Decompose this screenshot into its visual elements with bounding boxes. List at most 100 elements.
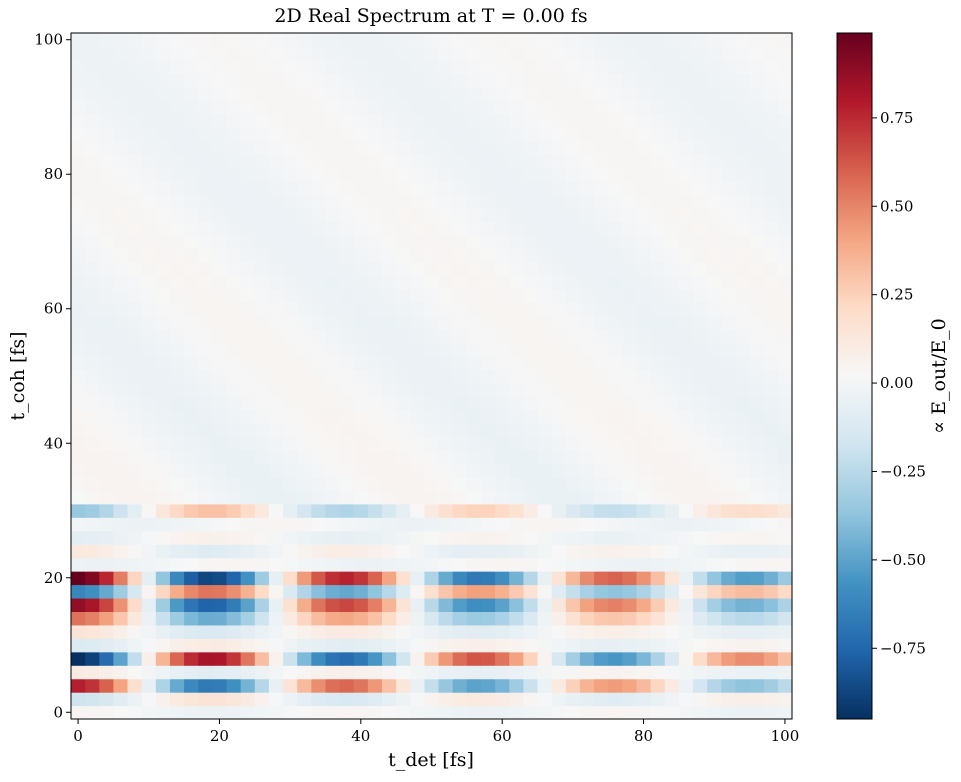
heatmap-cell — [664, 86, 680, 101]
heatmap-cell — [212, 544, 228, 559]
heatmap-cell — [212, 154, 228, 169]
heatmap-cell — [184, 557, 199, 572]
heatmap-cell — [240, 180, 256, 196]
heatmap-cell — [466, 288, 482, 303]
heatmap-cell — [339, 463, 355, 478]
heatmap-cell — [339, 275, 355, 290]
heatmap-cell — [141, 59, 157, 74]
heatmap-cell — [721, 503, 737, 518]
heatmap-cell — [311, 503, 327, 518]
heatmap-cell — [749, 665, 765, 680]
heatmap-cell — [297, 490, 312, 505]
plot-frame — [70, 32, 793, 720]
heatmap-cell — [749, 476, 765, 491]
heatmap-cell — [325, 557, 341, 572]
heatmap-cell — [721, 248, 737, 263]
heatmap-cell — [212, 530, 228, 545]
heatmap-cell — [693, 113, 708, 128]
heatmap-cell — [198, 355, 213, 370]
heatmap-cell — [184, 449, 199, 465]
heatmap-cell — [410, 234, 426, 249]
heatmap-cell — [735, 46, 751, 61]
heatmap-cell — [367, 436, 383, 451]
heatmap-cell — [594, 436, 609, 451]
heatmap-cell — [664, 180, 680, 196]
heatmap-cell — [749, 571, 765, 586]
y-tick-label: 60 — [44, 300, 63, 318]
heatmap-cell — [226, 342, 242, 357]
heatmap-cell — [707, 463, 722, 478]
heatmap-cell — [85, 355, 100, 370]
heatmap-cell — [707, 624, 722, 639]
heatmap-cell — [325, 611, 341, 626]
heatmap-cell — [311, 46, 327, 61]
heatmap-cell — [268, 463, 284, 478]
heatmap-cell — [622, 167, 638, 182]
heatmap-cell — [650, 530, 666, 545]
heatmap-cell — [198, 705, 213, 720]
heatmap-cell — [353, 544, 369, 559]
heatmap-cell — [763, 167, 779, 182]
heatmap-cell — [452, 449, 468, 465]
heatmap-cell — [212, 624, 228, 639]
heatmap-cell — [382, 436, 397, 451]
heatmap-cell — [650, 557, 666, 572]
heatmap-cell — [240, 584, 256, 599]
heatmap-cell — [240, 315, 256, 330]
heatmap-cell — [622, 369, 638, 384]
heatmap-cell — [608, 140, 623, 155]
heatmap-cell — [466, 73, 482, 88]
heatmap-cell — [452, 396, 468, 411]
heatmap-cell — [410, 180, 426, 196]
heatmap-cell — [664, 33, 680, 48]
heatmap-cell — [636, 517, 652, 532]
heatmap-cell — [509, 261, 524, 276]
heatmap-cell — [71, 571, 86, 586]
heatmap-cell — [424, 315, 440, 330]
heatmap-cell — [240, 59, 256, 74]
heatmap-cell — [226, 194, 242, 209]
heatmap-cell — [735, 665, 751, 680]
heatmap-cell — [565, 665, 581, 680]
heatmap-cell — [71, 127, 86, 142]
heatmap-cell — [749, 449, 765, 465]
heatmap-cell — [325, 167, 341, 182]
heatmap-cell — [495, 651, 510, 666]
heatmap-cell — [85, 463, 100, 478]
heatmap-cell — [551, 584, 567, 599]
heatmap-cell — [297, 33, 312, 48]
heatmap-cell — [608, 611, 623, 626]
heatmap-cell — [424, 248, 440, 263]
heatmap-cell — [254, 705, 270, 720]
heatmap-cell — [141, 33, 157, 48]
heatmap-cell — [169, 490, 185, 505]
heatmap-cell — [693, 302, 708, 317]
heatmap-cell — [212, 342, 228, 357]
heatmap-cell — [466, 517, 482, 532]
heatmap-cell — [127, 449, 143, 465]
heatmap-cell — [339, 423, 355, 438]
heatmap-cell — [594, 207, 609, 222]
heatmap-cell — [438, 638, 454, 653]
heatmap-cell — [85, 503, 100, 518]
heatmap-cell — [127, 476, 143, 491]
heatmap-cell — [283, 59, 298, 74]
heatmap-cell — [141, 140, 157, 155]
heatmap-cell — [113, 638, 129, 653]
heatmap-cell — [396, 436, 411, 451]
heatmap-cell — [85, 449, 100, 465]
heatmap-cell — [466, 463, 482, 478]
heatmap-cell — [721, 517, 737, 532]
heatmap-cell — [551, 396, 567, 411]
heatmap-cell — [509, 73, 524, 88]
heatmap-cell — [297, 503, 312, 518]
heatmap-cell — [579, 530, 595, 545]
heatmap-cell — [198, 315, 213, 330]
heatmap-cell — [551, 288, 567, 303]
heatmap-cell — [353, 167, 369, 182]
heatmap-cell — [579, 167, 595, 182]
heatmap-cell — [339, 248, 355, 263]
heatmap-cell — [127, 651, 143, 666]
heatmap-cell — [594, 678, 609, 693]
heatmap-cell — [127, 678, 143, 693]
